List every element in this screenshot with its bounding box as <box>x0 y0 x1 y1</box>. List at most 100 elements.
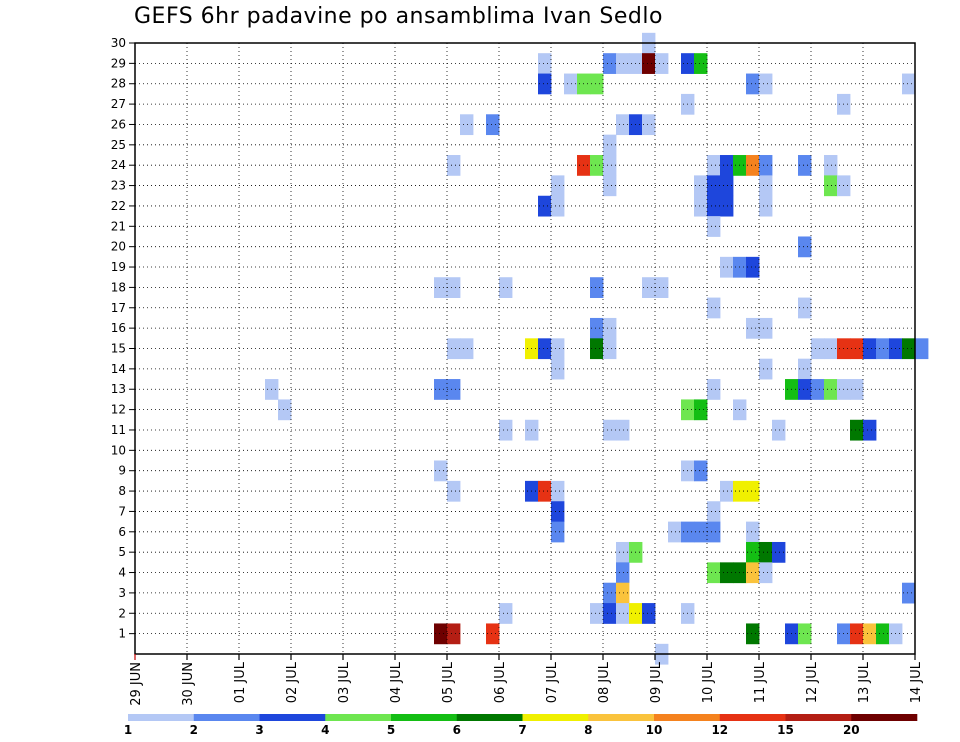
heatmap-cell <box>616 582 630 604</box>
colorbar-label: 8 <box>584 723 592 737</box>
heatmap-cell <box>772 541 786 563</box>
heatmap-cell <box>551 175 565 197</box>
heatmap-cell <box>551 501 565 523</box>
heatmap-cell <box>694 175 708 197</box>
heatmap-cell <box>824 155 838 176</box>
x-tick-label: 30 JUN <box>181 662 196 706</box>
heatmap-cell <box>759 562 773 584</box>
heatmap-cell <box>915 338 929 360</box>
heatmap-cell <box>759 358 773 380</box>
colorbar-segment <box>851 714 918 721</box>
colorbar-label: 1 <box>124 723 132 737</box>
heatmap-cell <box>811 338 825 360</box>
y-tick-label: 10 <box>111 443 126 457</box>
colorbar-segment <box>325 714 392 721</box>
heatmap-cell <box>707 175 721 197</box>
heatmap-cell <box>603 317 617 339</box>
heatmap-cell <box>616 419 630 441</box>
heatmap-cell <box>603 134 617 156</box>
heatmap-cell <box>590 317 604 339</box>
y-tick-label: 30 <box>111 36 126 50</box>
y-tick-label: 18 <box>111 280 126 294</box>
heatmap-cell <box>616 562 630 584</box>
heatmap-cell <box>759 541 773 563</box>
y-tick-label: 15 <box>111 342 126 356</box>
x-tick-label: 02 JUL <box>285 661 300 703</box>
y-tick-label: 26 <box>111 117 126 131</box>
heatmap-cell <box>564 73 578 95</box>
heatmap-cell <box>720 562 734 584</box>
y-axis: 1234567891011121314151617181920212223242… <box>111 36 135 641</box>
heatmap-cell <box>616 53 630 74</box>
x-tick-label: 06 JUL <box>493 661 508 703</box>
y-tick-label: 4 <box>118 566 126 580</box>
heatmap-cell <box>707 501 721 523</box>
y-tick-label: 24 <box>111 158 126 172</box>
heatmap-cell <box>447 480 461 502</box>
heatmap-cell <box>694 399 708 421</box>
heatmap-cell <box>642 53 656 74</box>
colorbar-label: 2 <box>190 723 198 737</box>
colorbar-label: 7 <box>518 723 526 737</box>
heatmap-cell <box>447 379 461 400</box>
colorbar-segment <box>654 714 721 721</box>
y-tick-label: 13 <box>111 382 126 396</box>
heatmap-cell <box>590 73 604 95</box>
heatmap-cell <box>434 379 448 400</box>
x-tick-label: 03 JUL <box>337 661 352 703</box>
heatmap-cell <box>746 541 760 563</box>
x-tick-label: 01 JUL <box>233 661 248 703</box>
heatmap-cell <box>603 53 617 74</box>
heatmap-cell <box>590 338 604 360</box>
heatmap-cell <box>694 195 708 217</box>
heatmap-cell <box>642 277 656 298</box>
y-tick-label: 29 <box>111 56 126 70</box>
heatmap-cell <box>720 480 734 502</box>
heatmap-cell <box>655 277 669 298</box>
heatmap-cell <box>746 155 760 176</box>
heatmap-cell <box>850 338 864 360</box>
heatmap-cell <box>902 73 916 95</box>
heatmap-cell <box>447 623 461 645</box>
heatmap-cell <box>746 623 760 645</box>
heatmap-cell <box>538 480 552 502</box>
y-tick-label: 2 <box>118 606 126 620</box>
heatmap-cell <box>746 256 760 278</box>
heatmap-cell <box>668 521 682 543</box>
heatmap-cell <box>447 155 461 176</box>
heatmap-cell <box>824 379 838 400</box>
colorbar-label: 3 <box>255 723 263 737</box>
chart-title: GEFS 6hr padavine po ansamblima Ivan Sed… <box>134 4 663 29</box>
heatmap-cell <box>811 379 825 400</box>
heatmap-cell <box>694 460 708 482</box>
heatmap-cell <box>486 623 500 645</box>
x-tick-label: 10 JUL <box>701 661 716 703</box>
x-tick-label: 04 JUL <box>389 661 404 703</box>
heatmap-cell <box>694 521 708 543</box>
heatmap-cell <box>642 114 656 136</box>
heatmap-cell <box>538 53 552 74</box>
cells-layer <box>265 32 929 665</box>
colorbar-segment <box>785 714 852 721</box>
heatmap-cell <box>434 623 448 645</box>
heatmap-cell <box>486 114 500 136</box>
colorbar-segment <box>391 714 458 721</box>
heatmap-cell <box>447 277 461 298</box>
y-tick-label: 7 <box>118 504 126 518</box>
heatmap-cell <box>538 195 552 217</box>
heatmap-cell <box>551 338 565 360</box>
y-tick-label: 1 <box>118 627 126 641</box>
y-tick-label: 19 <box>111 260 126 274</box>
heatmap-cell <box>746 73 760 95</box>
heatmap-cell <box>863 623 877 645</box>
y-tick-label: 14 <box>111 362 126 376</box>
heatmap-cell <box>499 603 513 624</box>
heatmap-cell <box>902 338 916 360</box>
heatmap-cell <box>434 277 448 298</box>
heatmap-cell <box>447 338 461 360</box>
heatmap-cell <box>707 155 721 176</box>
x-tick-label: 14 JUL <box>909 661 924 703</box>
x-tick-label: 09 JUL <box>649 661 664 703</box>
y-tick-label: 28 <box>111 77 126 91</box>
